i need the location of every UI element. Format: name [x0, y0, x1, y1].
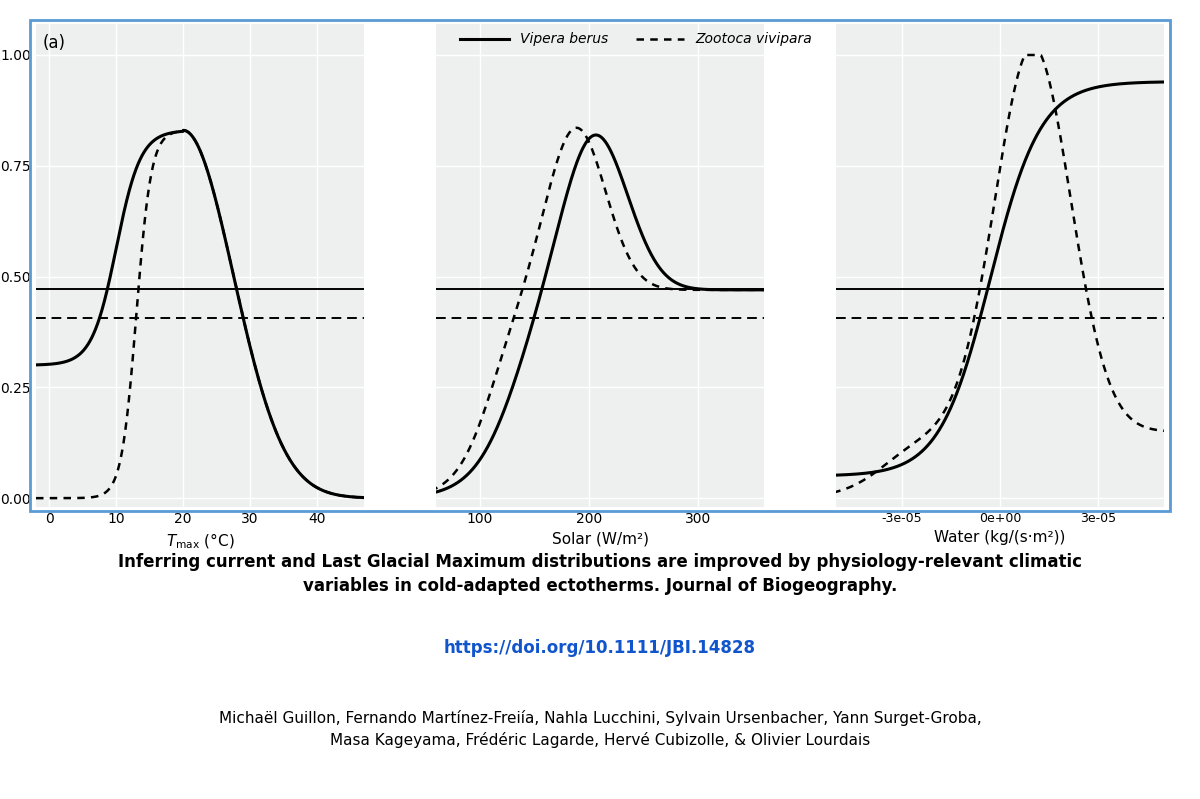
Text: (a): (a) [42, 34, 66, 52]
Text: Michaël Guillon, Fernando Martínez-Freiía, Nahla Lucchini, Sylvain Ursenbacher, : Michaël Guillon, Fernando Martínez-Freií… [218, 710, 982, 749]
Text: Inferring current and Last Glacial Maximum distributions are improved by physiol: Inferring current and Last Glacial Maxim… [118, 553, 1082, 594]
X-axis label: Solar (W/m²): Solar (W/m²) [552, 531, 648, 547]
X-axis label: $T_{\mathrm{max}}$ (°C): $T_{\mathrm{max}}$ (°C) [166, 531, 234, 551]
Text: https://doi.org/10.1111/JBI.14828: https://doi.org/10.1111/JBI.14828 [444, 639, 756, 658]
Legend: Vipera berus, Zootoca vivipara: Vipera berus, Zootoca vivipara [455, 27, 817, 52]
X-axis label: Water (kg/(s·m²)): Water (kg/(s·m²)) [935, 531, 1066, 546]
